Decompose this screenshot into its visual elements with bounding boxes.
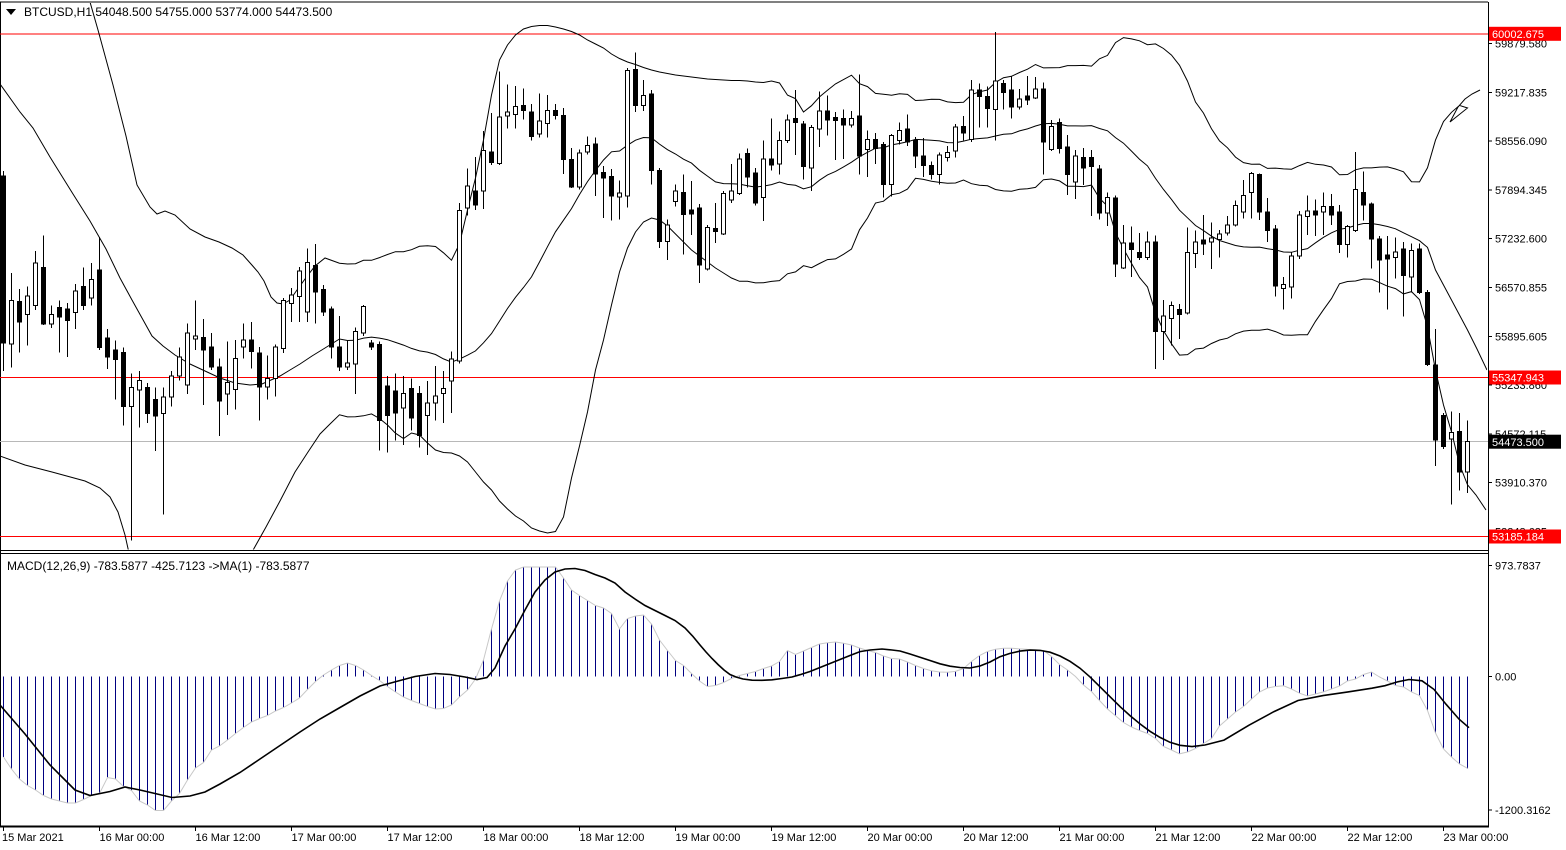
svg-text:16 Mar 12:00: 16 Mar 12:00 xyxy=(196,832,261,844)
svg-text:54473.500: 54473.500 xyxy=(1492,437,1544,449)
svg-text:0.00: 0.00 xyxy=(1495,671,1516,683)
svg-text:20 Mar 00:00: 20 Mar 00:00 xyxy=(868,832,933,844)
svg-text:22 Mar 12:00: 22 Mar 12:00 xyxy=(1348,832,1413,844)
svg-text:55347.943: 55347.943 xyxy=(1492,373,1544,385)
svg-text:20 Mar 12:00: 20 Mar 12:00 xyxy=(964,832,1029,844)
svg-text:18 Mar 00:00: 18 Mar 00:00 xyxy=(484,832,549,844)
svg-text:23 Mar 00:00: 23 Mar 00:00 xyxy=(1444,832,1509,844)
svg-text:55895.605: 55895.605 xyxy=(1495,331,1547,343)
svg-text:53185.184: 53185.184 xyxy=(1492,532,1544,544)
svg-text:60002.675: 60002.675 xyxy=(1492,29,1544,41)
svg-text:57232.600: 57232.600 xyxy=(1495,234,1547,246)
svg-text:53910.370: 53910.370 xyxy=(1495,478,1547,490)
svg-text:58556.090: 58556.090 xyxy=(1495,136,1547,148)
svg-text:-1200.3162: -1200.3162 xyxy=(1495,805,1551,817)
svg-text:19 Mar 12:00: 19 Mar 12:00 xyxy=(772,832,837,844)
svg-text:15 Mar 2021: 15 Mar 2021 xyxy=(2,832,64,844)
svg-text:17 Mar 00:00: 17 Mar 00:00 xyxy=(292,832,357,844)
svg-text:22 Mar 00:00: 22 Mar 00:00 xyxy=(1252,832,1317,844)
svg-text:973.7837: 973.7837 xyxy=(1495,561,1541,573)
svg-text:21 Mar 12:00: 21 Mar 12:00 xyxy=(1156,832,1221,844)
svg-text:21 Mar 00:00: 21 Mar 00:00 xyxy=(1060,832,1125,844)
svg-text:BTCUSD,H1 54048.500 54755.000: BTCUSD,H1 54048.500 54755.000 53774.000 … xyxy=(24,5,333,19)
svg-text:57894.345: 57894.345 xyxy=(1495,185,1547,197)
svg-text:19 Mar 00:00: 19 Mar 00:00 xyxy=(676,832,741,844)
svg-text:59217.835: 59217.835 xyxy=(1495,87,1547,99)
svg-text:59879.580: 59879.580 xyxy=(1495,39,1547,51)
svg-text:56570.855: 56570.855 xyxy=(1495,283,1547,295)
svg-text:MACD(12,26,9) -783.5877 -425.7: MACD(12,26,9) -783.5877 -425.7123 ->MA(1… xyxy=(7,559,310,573)
svg-text:17 Mar 12:00: 17 Mar 12:00 xyxy=(388,832,453,844)
svg-text:18 Mar 12:00: 18 Mar 12:00 xyxy=(580,832,645,844)
svg-text:16 Mar 00:00: 16 Mar 00:00 xyxy=(100,832,165,844)
